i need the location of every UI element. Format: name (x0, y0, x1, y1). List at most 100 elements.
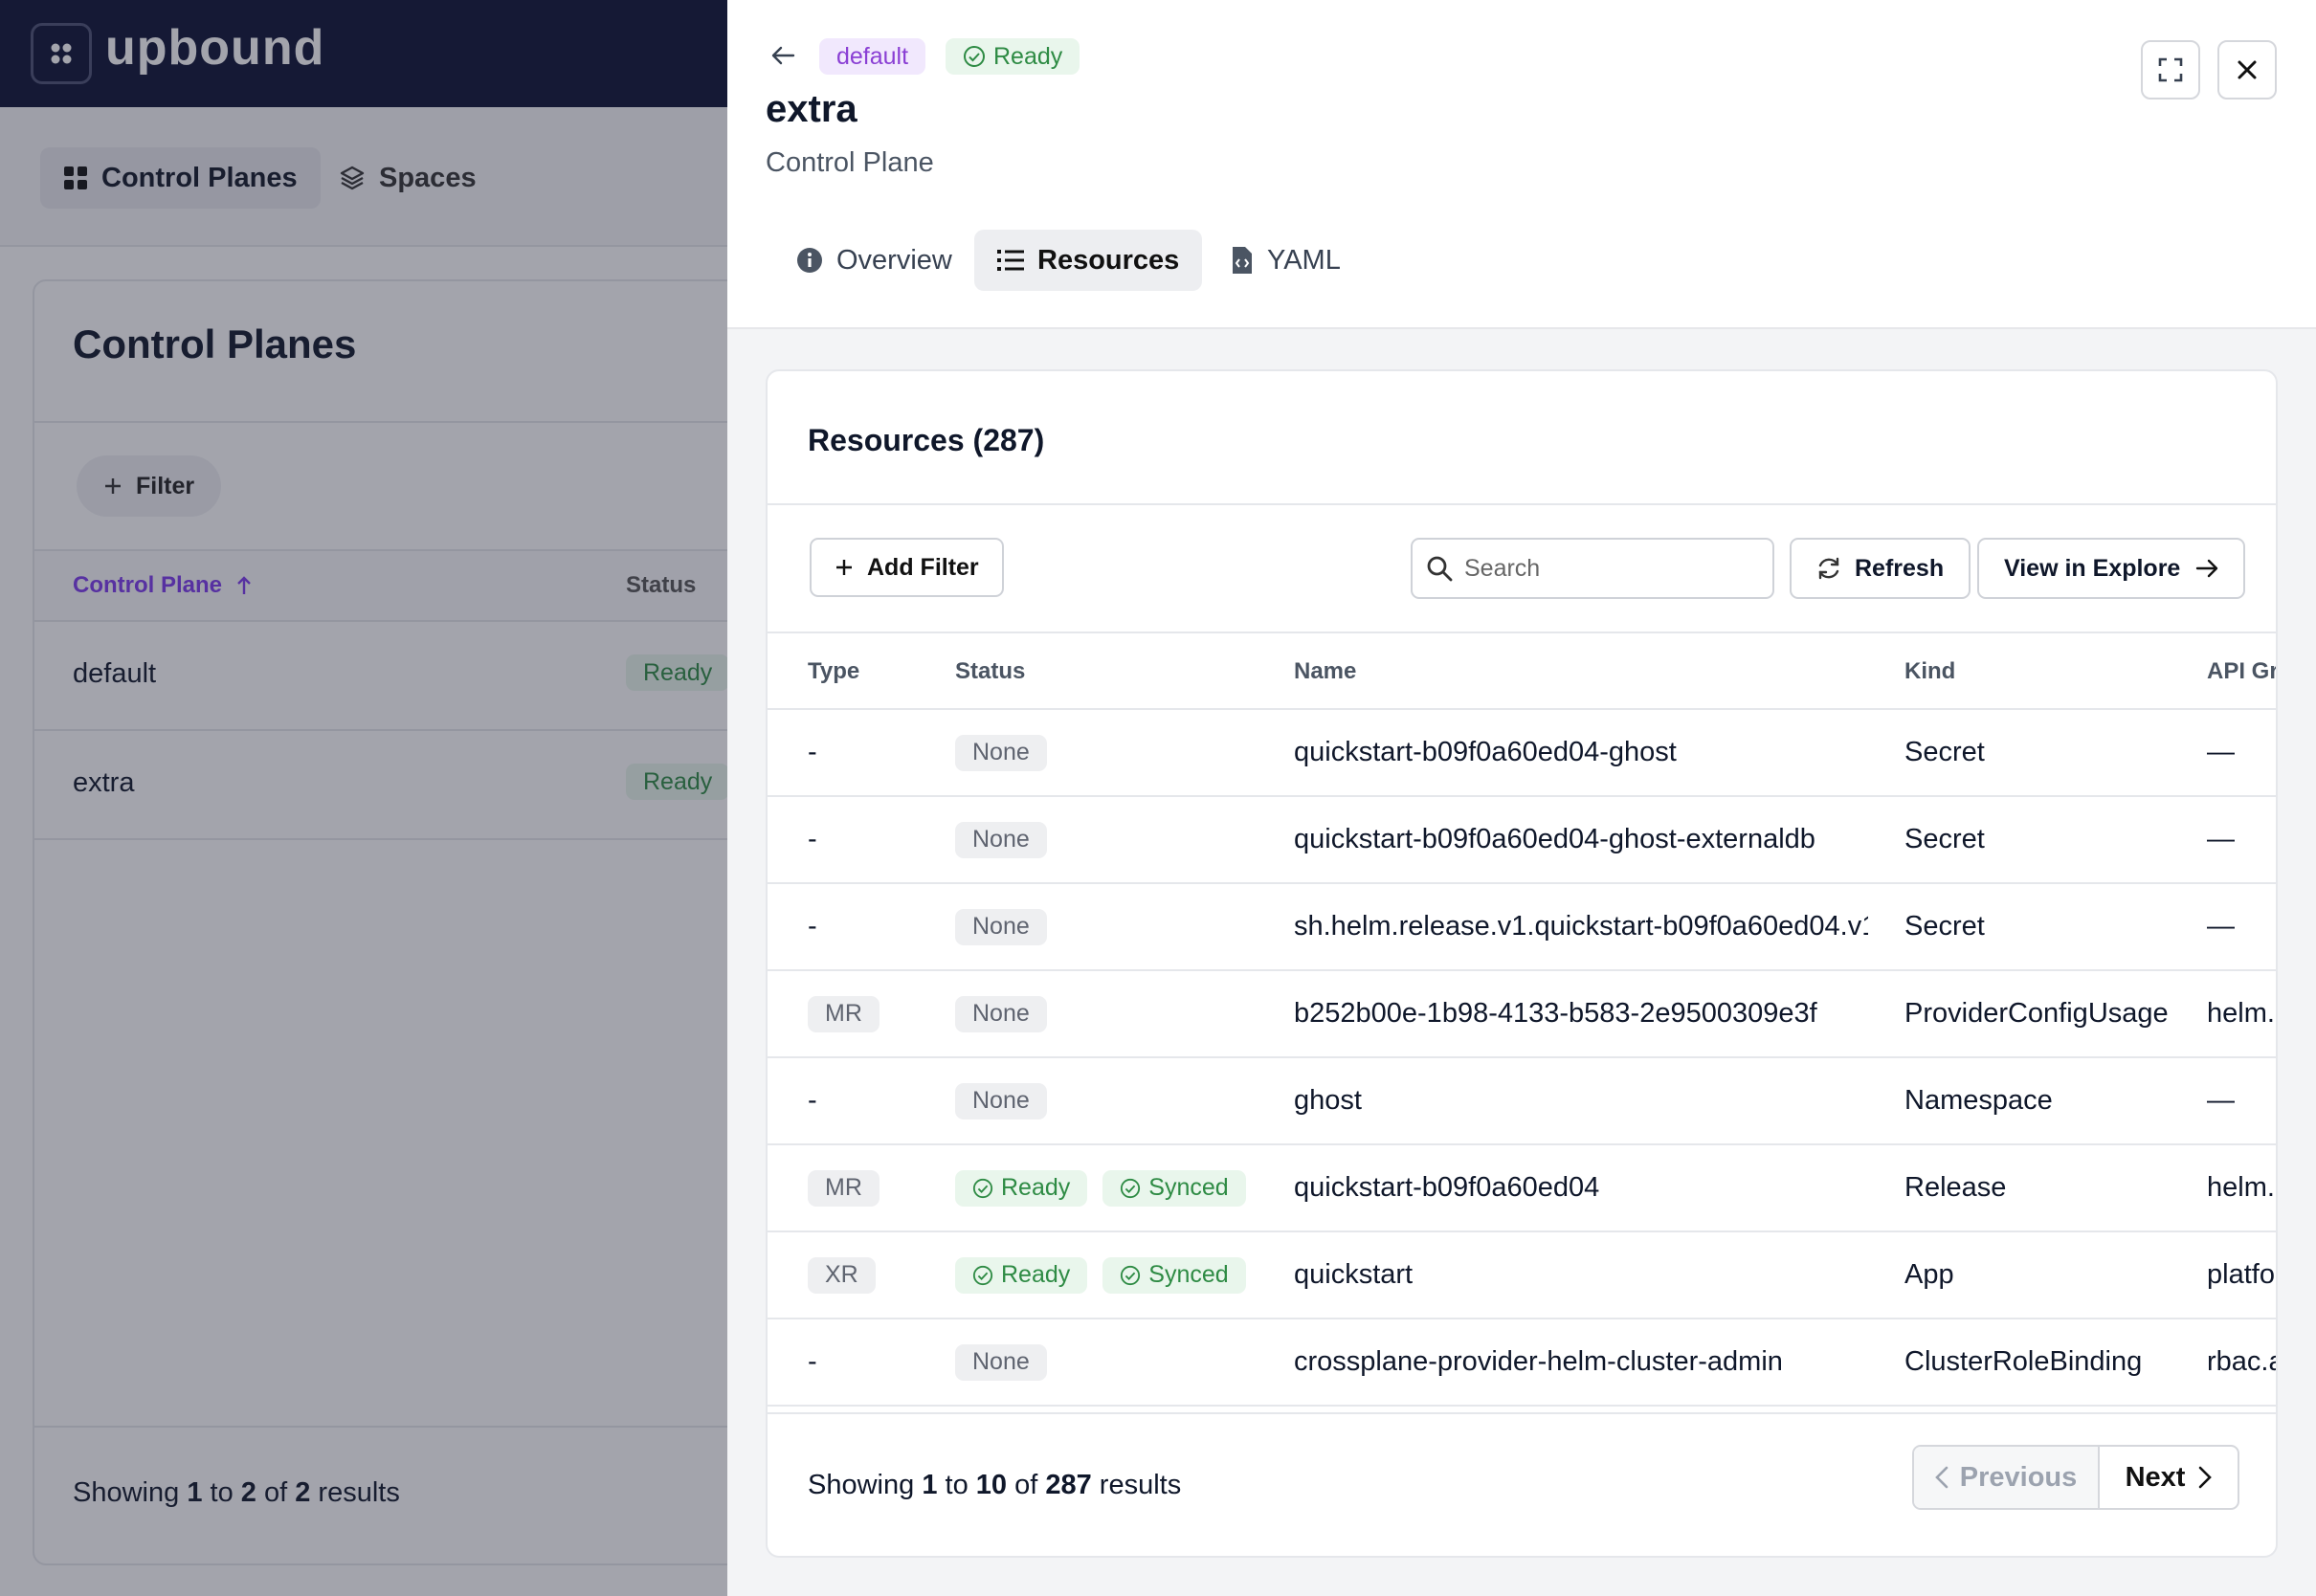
brand-logo: upbound (105, 20, 325, 76)
close-icon (2238, 60, 2257, 79)
back-button[interactable] (762, 38, 804, 73)
grid-dots-icon (51, 43, 72, 64)
resource-type: - (808, 1085, 817, 1116)
resource-type: - (808, 1346, 817, 1377)
refresh-icon (1816, 556, 1841, 581)
resource-type-badge: MR (808, 995, 880, 1032)
tab-resources[interactable]: Resources (974, 230, 1203, 291)
status-cell: Ready Synced (955, 1232, 1246, 1318)
status-badge: None (955, 995, 1047, 1032)
table-row[interactable]: - None quickstart-b09f0a60ed04-ghost Secret… (768, 710, 2276, 797)
view-in-explore-button[interactable]: View in Explore (1977, 538, 2246, 599)
check-circle-icon (972, 1265, 993, 1286)
nav-label: Control Planes (101, 162, 298, 193)
drawer-header: default Ready extra Control Plane Overvi… (727, 0, 2316, 329)
nav-spaces[interactable]: Spaces (316, 147, 500, 209)
status-cell: None (955, 710, 1047, 795)
type-cell: - (808, 797, 817, 882)
plus-icon (835, 558, 854, 577)
resource-api-group: — (2207, 737, 2235, 767)
table-header: Type Status Name Kind API Gr (768, 632, 2276, 710)
close-button[interactable] (2217, 40, 2277, 100)
column-header-control-plane[interactable]: Control Plane (73, 572, 253, 599)
resource-name: crossplane-provider-helm-cluster-admin (1294, 1346, 1783, 1377)
arrow-up-icon (235, 575, 253, 596)
table-row[interactable]: MR None b252b00e-1b98-4133-b583-2e9500309e… (768, 971, 2276, 1058)
resource-api-group: rbac.a (2207, 1346, 2278, 1377)
table-row[interactable]: - None sh.helm.release.v1.quickstart-b09f0… (768, 884, 2276, 971)
column-header-type[interactable]: Type (808, 658, 860, 684)
status-badge: Ready (955, 1256, 1088, 1294)
status-chip: Ready (946, 38, 1080, 75)
resource-kind: ClusterRoleBinding (1904, 1346, 2143, 1377)
space-chip: default (819, 38, 926, 75)
search-field[interactable] (1411, 538, 1774, 599)
tab-yaml[interactable]: YAML (1208, 230, 1364, 291)
type-cell: - (808, 884, 817, 969)
drawer-subtitle: Control Plane (766, 147, 934, 178)
chevron-right-icon (2198, 1466, 2213, 1489)
status-badge: None (955, 821, 1047, 858)
status-cell: None (955, 1058, 1047, 1143)
next-button[interactable]: Next (2100, 1447, 2238, 1508)
resource-type-badge: XR (808, 1256, 876, 1294)
type-cell: XR (808, 1232, 876, 1318)
table-row[interactable]: - None ghost Namespace — (768, 1058, 2276, 1145)
search-input[interactable] (1464, 554, 1751, 583)
status-badge: Ready (626, 654, 730, 691)
control-plane-name: default (73, 658, 157, 689)
nav-control-planes[interactable]: Control Planes (40, 147, 321, 209)
app-menu-button[interactable] (31, 23, 92, 84)
resource-api-group: — (2207, 911, 2235, 942)
tab-overview[interactable]: Overview (773, 230, 975, 291)
divider (768, 503, 2276, 505)
column-header-api-group[interactable]: API Gr (2207, 658, 2278, 684)
layers-icon (339, 165, 366, 191)
table-row[interactable]: - None crossplane-provider-helm-cluster-ad… (768, 1319, 2276, 1407)
resource-kind: ProviderConfigUsage (1904, 998, 2169, 1029)
resource-type-badge: MR (808, 1169, 880, 1207)
resource-name: quickstart-b09f0a60ed04 (1294, 1172, 1600, 1203)
control-plane-drawer: default Ready extra Control Plane Overvi… (727, 0, 2316, 1596)
resource-name: b252b00e-1b98-4133-b583-2e9500309e3f (1294, 998, 1817, 1029)
status-badge: Synced (1102, 1169, 1246, 1207)
pagination: Previous Next (1912, 1445, 2239, 1510)
control-plane-name: extra (73, 767, 135, 798)
table-row[interactable]: MR Ready Synced quickstart-b09f0a60ed04 Rele… (768, 1145, 2276, 1232)
status-badge: None (955, 734, 1047, 771)
arrow-right-icon (2195, 558, 2218, 579)
status-cell: None (955, 971, 1047, 1056)
column-header-status[interactable]: Status (626, 572, 697, 598)
add-filter-button[interactable]: Add Filter (810, 538, 1004, 597)
chevron-left-icon (1934, 1466, 1949, 1489)
fullscreen-button[interactable] (2141, 40, 2200, 100)
type-cell: MR (808, 1145, 880, 1230)
expand-icon (2158, 57, 2183, 82)
list-icon (997, 249, 1024, 272)
search-icon (1426, 555, 1453, 582)
status-cell: None (955, 1319, 1047, 1405)
refresh-button[interactable]: Refresh (1790, 538, 1971, 599)
resource-kind: Namespace (1904, 1085, 2053, 1116)
status-cell: None (955, 797, 1047, 882)
type-cell: - (808, 1058, 817, 1143)
grid-icon (63, 166, 88, 190)
resources-title: Resources (287) (808, 423, 1045, 457)
column-header-status[interactable]: Status (955, 658, 1026, 684)
column-header-kind[interactable]: Kind (1904, 658, 1956, 684)
column-header-name[interactable]: Name (1294, 658, 1357, 684)
pagination-summary: Showing 1 to 10 of 287 results (808, 1470, 1182, 1500)
drawer-title: extra (766, 88, 857, 130)
status-cell: None (955, 884, 1047, 969)
filter-button[interactable]: Filter (77, 455, 222, 517)
arrow-left-icon (771, 46, 795, 65)
previous-button[interactable]: Previous (1914, 1447, 2100, 1508)
table-row[interactable]: XR Ready Synced quickstart App platfo (768, 1232, 2276, 1319)
file-code-icon (1231, 246, 1254, 275)
filter-label: Filter (136, 472, 195, 499)
table-row[interactable]: - None quickstart-b09f0a60ed04-ghost-exter… (768, 797, 2276, 884)
page-title: Control Planes (73, 321, 357, 366)
type-cell: - (808, 710, 817, 795)
resource-kind: App (1904, 1259, 1954, 1290)
resource-kind: Release (1904, 1172, 2007, 1203)
